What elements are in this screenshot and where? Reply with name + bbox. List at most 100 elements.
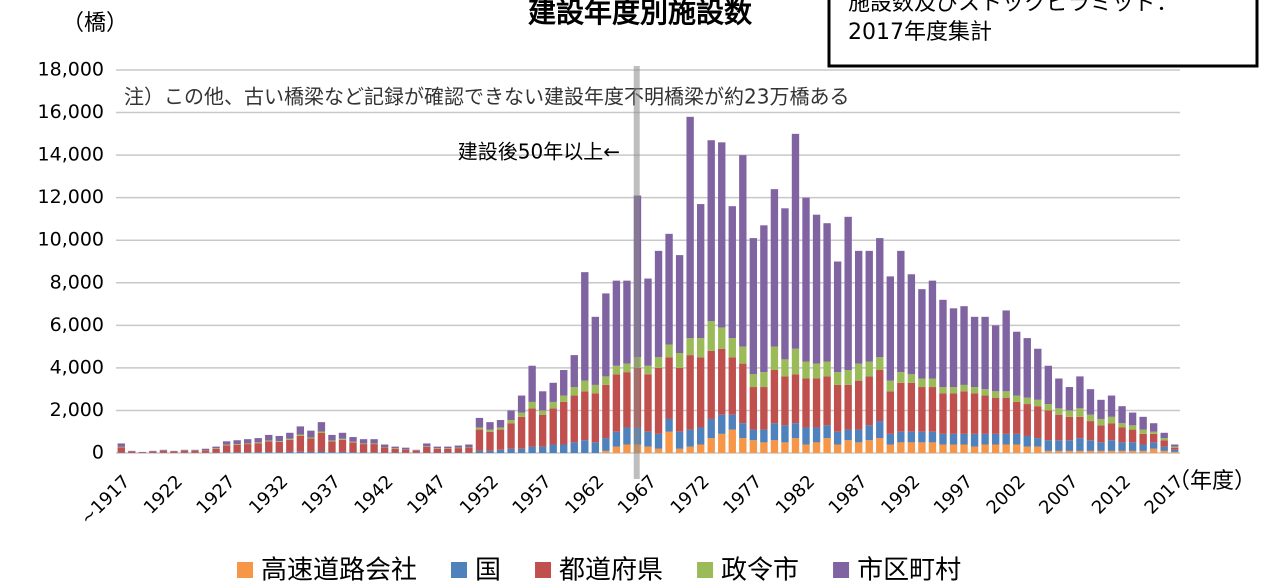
bar-segment (970, 433, 979, 447)
bar-segment (486, 422, 494, 430)
x-tick-label: 2012 (1088, 471, 1135, 518)
bar-segment (412, 450, 420, 453)
bar-segment (781, 208, 789, 360)
divider (633, 66, 640, 479)
bar-segment (1160, 438, 1168, 441)
bar-segment (1065, 450, 1074, 453)
bar-segment (665, 357, 673, 419)
bar-segment (1034, 348, 1042, 400)
bar-segment (391, 448, 399, 453)
y-tick-label: 14,000 (38, 144, 104, 166)
bar-segment (949, 433, 958, 445)
bar-segment (686, 429, 694, 447)
bar-segment (359, 452, 368, 453)
bar-segment (770, 370, 779, 424)
bar-segment (1128, 442, 1137, 451)
x-tick-label: 1972 (667, 471, 714, 518)
bar-segment (654, 448, 663, 453)
bar-segment (939, 433, 947, 445)
bar-segment (1013, 433, 1021, 445)
info-text: 2017年度集計 (848, 20, 992, 45)
bar-segment (328, 440, 336, 442)
bar-segment (1171, 444, 1179, 447)
bar-segment (1097, 442, 1105, 451)
bar-segment (812, 363, 821, 379)
bar-segment (549, 444, 557, 453)
x-tick-label: 1987 (825, 471, 872, 518)
bar-segment (170, 451, 178, 453)
bar-segment (296, 435, 305, 452)
bar-segment (570, 387, 578, 396)
bar-segment (591, 442, 600, 453)
bar-segment (781, 359, 789, 377)
bar-segment (770, 346, 779, 371)
bar-segment (1171, 447, 1179, 450)
bar-segment (718, 142, 726, 328)
bar-segment (823, 425, 831, 439)
bar-segment (486, 431, 494, 451)
bar-segment (496, 449, 505, 453)
bar-segment (286, 439, 294, 452)
bar-segment (844, 440, 852, 453)
bar-segment (581, 272, 589, 381)
bar-segment (770, 423, 779, 441)
bar-segment (233, 444, 241, 445)
bar-segment (897, 442, 905, 453)
bar-segment (1107, 423, 1116, 441)
bar-segment (170, 450, 178, 452)
bar-segment (644, 278, 652, 366)
bar-segment (528, 408, 536, 447)
bar-segment (296, 434, 305, 436)
bar-segment (1160, 432, 1168, 439)
bar-segment (686, 338, 694, 356)
bar-segment (338, 439, 347, 452)
bar-segment (918, 289, 926, 379)
bar-segment (970, 446, 979, 453)
legend-swatch (833, 562, 850, 578)
bar-segment (538, 414, 547, 447)
bar-segment (1139, 444, 1147, 451)
x-tick-label: 2007 (1035, 471, 1082, 518)
bar-segment (1002, 391, 1010, 398)
bar-segment (1128, 429, 1137, 443)
x-tick-label: 1942 (350, 471, 397, 518)
bar-segment (1139, 416, 1147, 430)
bar-segment (1097, 418, 1105, 426)
bar-segment (296, 426, 305, 435)
x-tick-label: 1932 (245, 471, 292, 518)
bar-segment (739, 438, 747, 453)
bar-segment (728, 357, 736, 415)
bar-segment (454, 445, 463, 448)
bar-segment (1107, 450, 1116, 453)
bar-segment (538, 410, 547, 415)
bar-segment (1160, 446, 1168, 451)
bar-segment (1097, 450, 1105, 453)
bar-segment (349, 441, 357, 443)
bar-segment (612, 431, 621, 447)
bar-segment (1128, 425, 1137, 430)
bar-segment (191, 449, 199, 451)
bar-segment (1149, 431, 1158, 434)
bar-segment (1149, 442, 1158, 449)
bar-segment (781, 442, 789, 453)
bar-segment (981, 389, 989, 396)
bar-segment (707, 418, 715, 439)
bar-segment (254, 442, 262, 444)
bar-segment (517, 412, 526, 417)
bar-segment (623, 280, 631, 364)
bar-segment (1118, 406, 1126, 424)
bar-segment (686, 355, 694, 430)
legend-label: 市区町村 (857, 556, 961, 585)
bar-segment (918, 442, 926, 453)
bar-segment (939, 393, 947, 434)
bar-segment (876, 438, 884, 453)
bar-segment (802, 378, 810, 428)
y-tick-label: 10,000 (38, 229, 104, 251)
bar-segment (1076, 416, 1084, 439)
bar-segment (760, 387, 768, 430)
bar-segment (781, 425, 789, 443)
bar-segment (760, 429, 768, 443)
bar-segment (981, 316, 989, 390)
bar-segment (991, 444, 1000, 453)
bar-segment (791, 423, 800, 439)
